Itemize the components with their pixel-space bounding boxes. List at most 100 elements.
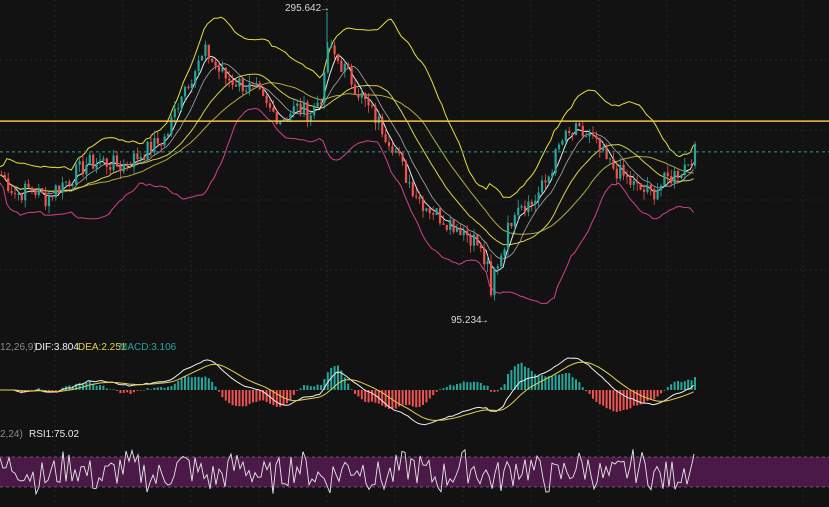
candle-body[interactable] [200,55,204,61]
candle-body[interactable] [428,208,431,214]
candle-body[interactable] [316,102,319,107]
candle-body[interactable] [282,119,285,121]
candle-body[interactable] [248,83,251,91]
candle-body[interactable] [109,166,112,170]
candle-body[interactable] [217,66,221,72]
candle-body[interactable] [432,213,435,215]
candle-body[interactable] [568,130,571,134]
candle-body[interactable] [323,72,326,103]
candle-body[interactable] [78,161,81,165]
candle-body[interactable] [146,141,149,160]
candle-body[interactable] [183,86,187,97]
candle-body[interactable] [10,191,13,194]
candle-body[interactable] [326,47,329,73]
candle-body[interactable] [493,268,496,296]
candle-body[interactable] [656,190,659,200]
candle-body[interactable] [500,255,503,267]
candle-body[interactable] [160,143,163,146]
candle-body[interactable] [619,164,622,179]
candle-body[interactable] [268,103,272,108]
candle-body[interactable] [438,208,442,224]
candle-body[interactable] [404,161,408,184]
candle-body[interactable] [231,80,234,85]
candle-body[interactable] [265,95,268,104]
candle-body[interactable] [194,71,197,84]
candle-body[interactable] [571,133,574,135]
candle-body[interactable] [690,164,693,166]
candle-body[interactable] [17,193,20,195]
candle-body[interactable] [574,123,578,135]
candle-body[interactable] [255,82,258,84]
candle-body[interactable] [3,174,6,179]
candle-body[interactable] [81,161,85,175]
candle-body[interactable] [75,164,78,185]
candle-body[interactable] [418,197,421,199]
candle-body[interactable] [221,67,224,72]
candle-body[interactable] [41,188,44,193]
candle-body[interactable] [340,60,343,72]
candle-body[interactable] [30,187,34,191]
candle-body[interactable] [377,116,380,124]
candle-body[interactable] [105,158,108,167]
candle-body[interactable] [455,227,459,232]
candle-body[interactable] [279,120,282,125]
candle-body[interactable] [693,143,697,166]
candle-body[interactable] [85,165,88,175]
candle-body[interactable] [659,185,663,191]
candle-body[interactable] [139,157,142,160]
candle-body[interactable] [258,82,261,90]
candle-body[interactable] [639,183,642,190]
candle-body[interactable] [472,234,476,246]
candle-body[interactable] [687,164,690,166]
candle-body[interactable] [496,266,499,269]
candle-body[interactable] [561,140,564,145]
candle-body[interactable] [476,234,479,246]
candle-body[interactable] [663,172,666,186]
candle-body[interactable] [13,193,17,195]
candle-body[interactable] [581,125,584,137]
candle-body[interactable] [7,178,10,192]
candle-body[interactable] [238,78,241,87]
candle-body[interactable] [207,44,210,59]
candle-body[interactable] [275,111,278,125]
candle-body[interactable] [153,138,156,153]
candle-body[interactable] [534,200,537,205]
candle-body[interactable] [360,93,363,98]
candle-body[interactable] [564,130,567,141]
candle-body[interactable] [510,222,513,227]
candle-body[interactable] [126,164,129,167]
candle-body[interactable] [68,181,71,185]
candle-body[interactable] [58,185,61,193]
candle-body[interactable] [649,184,652,190]
candle-body[interactable] [605,147,608,159]
candle-body[interactable] [435,208,438,215]
candle-body[interactable] [309,115,312,121]
candle-body[interactable] [489,261,493,296]
candle-body[interactable] [156,138,159,144]
candle-body[interactable] [408,182,411,184]
candle-body[interactable] [595,135,598,139]
candle-body[interactable] [336,54,340,61]
candle-body[interactable] [445,224,448,230]
candle-body[interactable] [350,67,353,85]
candle-body[interactable] [367,99,370,106]
candle-body[interactable] [64,181,68,183]
candle-body[interactable] [625,175,629,177]
candle-body[interactable] [204,44,207,56]
candle-body[interactable] [122,164,125,172]
candle-body[interactable] [462,230,465,236]
candle-body[interactable] [241,78,244,92]
candles[interactable] [0,39,697,301]
candle-body[interactable] [0,174,3,176]
candle-body[interactable] [387,141,391,147]
candle-body[interactable] [486,261,489,265]
candle-body[interactable] [187,86,190,89]
candle-body[interactable] [299,103,302,114]
candle-body[interactable] [163,136,166,146]
candle-body[interactable] [544,180,547,183]
candle-body[interactable] [251,83,255,85]
candle-body[interactable] [313,106,316,116]
candle-body[interactable] [54,185,57,198]
candle-body[interactable] [34,190,37,195]
